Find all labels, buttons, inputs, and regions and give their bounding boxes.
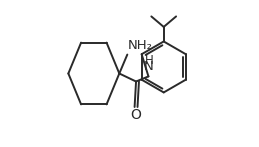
Text: NH₂: NH₂ xyxy=(128,39,153,52)
Text: O: O xyxy=(130,108,141,122)
Text: H: H xyxy=(145,54,153,67)
Text: N: N xyxy=(144,60,154,73)
